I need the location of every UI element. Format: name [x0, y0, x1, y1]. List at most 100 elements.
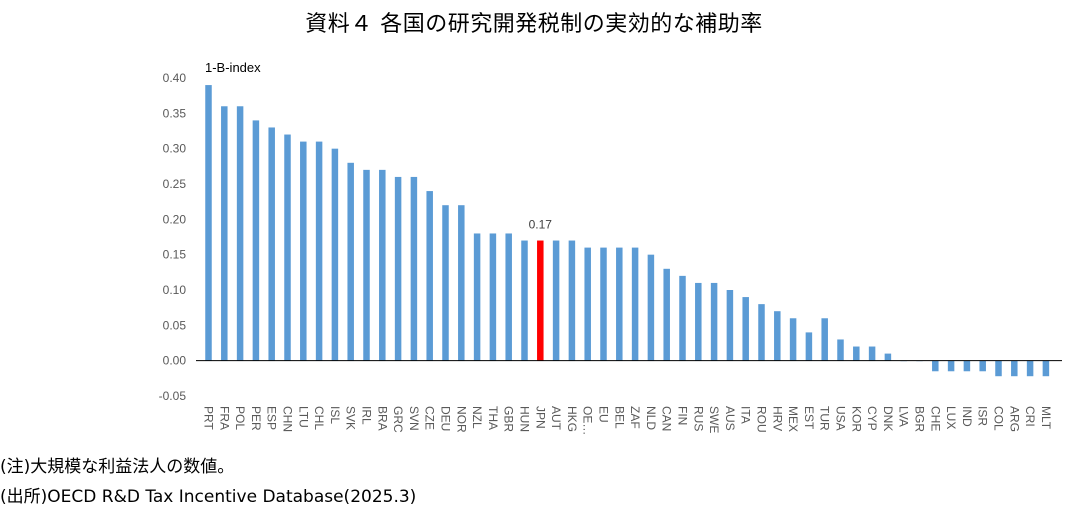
bar-dnk: [884, 353, 892, 361]
bar-est: [805, 332, 813, 361]
x-tick-label: LTU: [296, 406, 310, 428]
x-tick-label: ITA: [739, 406, 753, 424]
bar-irl: [363, 169, 370, 361]
x-tick-label: AUT: [549, 406, 563, 431]
bar-per: [252, 120, 260, 361]
bar-col: [995, 360, 1002, 377]
bar-lux: [947, 360, 955, 372]
x-tick-label: SVN: [407, 406, 421, 431]
x-tick-label: RUS: [691, 406, 705, 431]
bar-bra: [379, 169, 386, 361]
y-axis-label: 1-B-index: [205, 60, 261, 75]
x-tick-label: EST: [802, 406, 816, 430]
x-tick-label: CHL: [312, 406, 326, 430]
x-tick-label: CYP: [865, 406, 879, 431]
bar-esp: [268, 127, 275, 361]
bar-zaf: [631, 247, 639, 361]
x-tick-label: PRT: [202, 406, 216, 430]
x-tick-label: MEX: [786, 406, 800, 432]
bar-cyp: [868, 346, 876, 361]
bar-chn: [284, 134, 291, 361]
bar-prt: [205, 85, 212, 361]
bar-nzl: [473, 233, 481, 361]
x-tick-label: ROU: [755, 406, 769, 433]
bar-rou: [758, 304, 765, 361]
x-tick-label: ARG: [1007, 406, 1021, 432]
y-tick-label: 0.10: [163, 283, 187, 297]
x-tick-label: AUS: [723, 406, 737, 431]
x-tick-label: CHN: [281, 406, 295, 432]
x-tick-label: COL: [992, 406, 1006, 431]
bar-tha: [489, 233, 497, 361]
x-tick-label: FIN: [676, 406, 690, 425]
data-label-jpn: 0.17: [529, 218, 553, 232]
x-tick-label: BRA: [375, 406, 389, 431]
bar-mlt: [1042, 360, 1050, 377]
y-tick-label: 0.25: [163, 177, 187, 191]
bar-fra: [221, 106, 228, 361]
x-tick-label: OE…: [581, 406, 595, 435]
bar-che: [932, 360, 939, 372]
bar-hrv: [774, 311, 781, 361]
x-tick-label: NOR: [454, 406, 468, 433]
x-tick-label: CAN: [660, 406, 674, 431]
chart-source: (出所)OECD R&D Tax Incentive Database(2025…: [0, 487, 417, 507]
x-tick-label: KOR: [849, 406, 863, 432]
bar-mex: [789, 318, 797, 361]
x-tick-label: ISR: [976, 406, 990, 426]
bar-fin: [679, 275, 686, 361]
x-tick-label: THA: [486, 406, 500, 430]
bar-jpn: [537, 240, 544, 361]
x-tick-label: EU: [597, 406, 611, 423]
x-tick-label: ESP: [265, 406, 279, 430]
bar-arg: [1011, 360, 1018, 377]
bar-grc: [394, 176, 402, 361]
y-tick-label: 0.00: [163, 354, 187, 368]
x-tick-label: CZE: [423, 406, 437, 430]
x-tick-label: SVK: [344, 406, 358, 430]
x-tick-label: FRA: [217, 406, 231, 430]
chart-title: 資料４ 各国の研究開発税制の実効的な補助率: [305, 12, 763, 37]
bar-aut: [552, 240, 560, 361]
x-tick-label: PER: [249, 406, 263, 431]
bar-kor: [853, 346, 860, 361]
bar-cze: [426, 191, 433, 361]
bar-deu: [442, 205, 449, 361]
bar-usa: [837, 339, 844, 361]
x-tick-label: IRL: [360, 406, 374, 425]
bar-tur: [821, 318, 828, 361]
bar-chl: [315, 141, 323, 361]
x-tick-label: BEL: [612, 406, 626, 429]
bar-aus: [726, 290, 734, 361]
y-tick-label: 0.30: [163, 142, 187, 156]
x-tick-label: TUR: [818, 406, 832, 431]
x-tick-label: JPN: [533, 406, 547, 429]
x-tick-label: GBR: [502, 406, 516, 432]
x-tick-label: USA: [834, 406, 848, 431]
y-tick-label: 0.05: [163, 318, 187, 332]
x-tick-label: LVA: [897, 406, 911, 427]
y-tick-label: 0.35: [163, 106, 187, 120]
x-tick-label: BGR: [913, 406, 927, 432]
x-tick-label: NZL: [470, 406, 484, 429]
x-tick-label: LUX: [944, 406, 958, 429]
x-tick-label: IND: [960, 406, 974, 427]
x-tick-label: MLT: [1039, 406, 1053, 430]
x-tick-label: POL: [233, 406, 247, 430]
bar-pol: [236, 106, 244, 361]
bar-isr: [979, 360, 986, 372]
bar-oe: [584, 247, 591, 361]
bar-hun: [521, 240, 528, 361]
x-tick-label: ZAF: [628, 406, 642, 429]
x-tick-label: NLD: [644, 406, 658, 430]
bar-can: [663, 268, 670, 361]
bar-bel: [616, 247, 623, 361]
bar-swe: [710, 282, 718, 361]
bar-hkg: [568, 240, 576, 361]
x-tick-label: GRC: [391, 406, 405, 433]
bar-nor: [458, 205, 465, 361]
y-tick-label: 0.15: [163, 248, 187, 262]
chart-note: (注)大規模な利益法人の数値。: [0, 457, 235, 477]
bar-isl: [331, 148, 339, 361]
bar-cri: [1026, 360, 1034, 377]
